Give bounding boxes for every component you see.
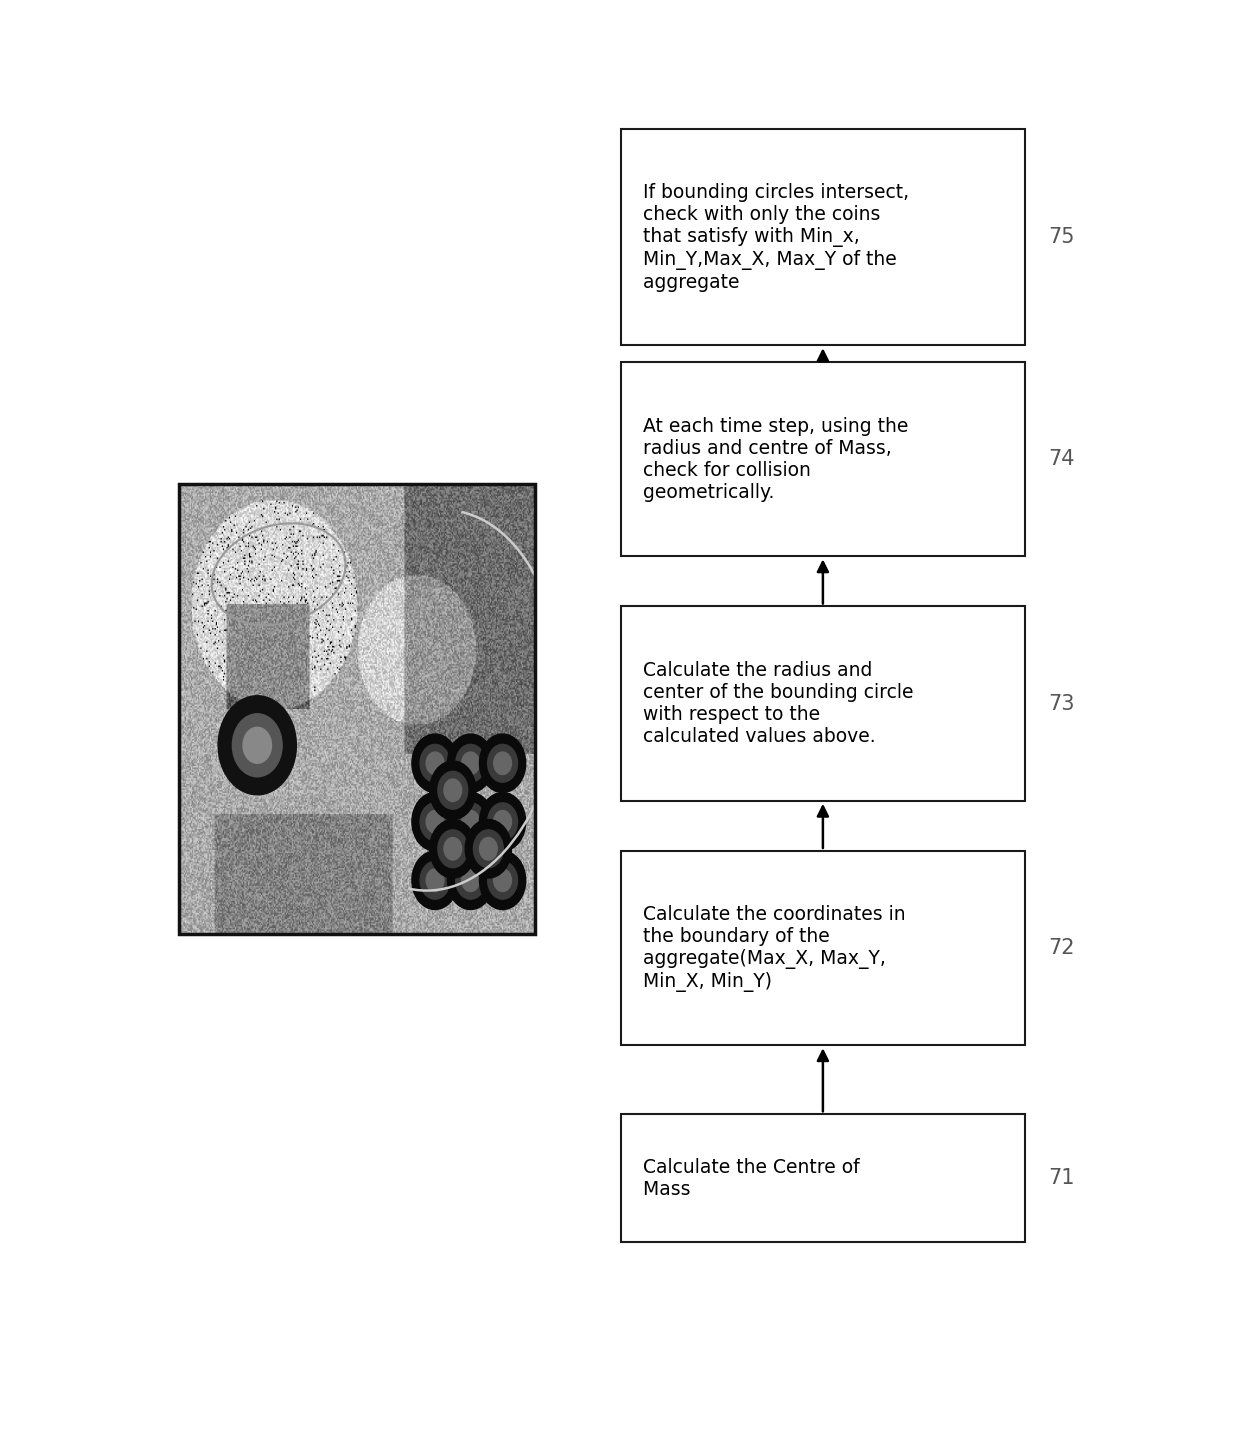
Text: 74: 74 (1049, 449, 1075, 469)
Text: At each time step, using the
  radius and centre of Mass,
  check for collision
: At each time step, using the radius and … (631, 417, 908, 502)
Text: 71: 71 (1049, 1169, 1075, 1188)
Text: Calculate the radius and
  center of the bounding circle
  with respect to the
 : Calculate the radius and center of the b… (631, 661, 913, 746)
Text: Calculate the Centre of
  Mass: Calculate the Centre of Mass (631, 1157, 859, 1199)
Text: Calculate the coordinates in
  the boundary of the
  aggregate(Max_X, Max_Y,
  M: Calculate the coordinates in the boundar… (631, 905, 905, 991)
Text: 72: 72 (1049, 938, 1075, 958)
Bar (621, 1114, 1024, 1242)
Bar (621, 606, 1024, 801)
Bar (621, 362, 1024, 557)
Text: 75: 75 (1049, 227, 1075, 247)
Bar (621, 128, 1024, 345)
Text: If bounding circles intersect,
  check with only the coins
  that satisfy with M: If bounding circles intersect, check wit… (631, 183, 909, 291)
Bar (179, 485, 534, 934)
Bar (621, 851, 1024, 1045)
Text: 73: 73 (1049, 694, 1075, 714)
